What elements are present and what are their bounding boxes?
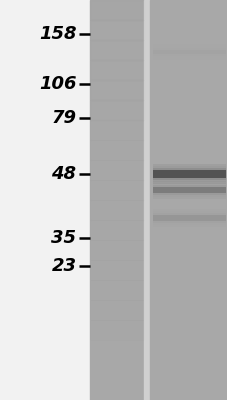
Bar [143,0,150,400]
Bar [90,120,143,140]
Bar [90,360,143,380]
Text: 23: 23 [51,257,76,275]
Bar [90,100,143,120]
Text: 79: 79 [51,109,76,127]
Bar [152,46,225,48]
Bar [152,182,225,184]
Text: 48: 48 [51,165,76,183]
Bar [152,170,225,178]
Text: 158: 158 [39,25,76,43]
Bar [152,215,225,221]
Bar [152,50,225,54]
Bar [90,240,143,260]
Bar [90,180,143,200]
Bar [152,44,225,46]
Bar [152,56,225,58]
Bar [152,58,225,60]
Bar [90,300,143,320]
Bar [90,40,143,60]
Bar [90,140,143,160]
Bar [152,185,225,187]
Bar [152,222,225,225]
Bar [152,181,225,183]
Bar [152,221,225,222]
Bar [90,220,143,240]
Bar [90,260,143,280]
Bar [152,168,225,170]
Bar [150,0,227,400]
Bar [152,225,225,226]
Bar [90,200,143,220]
Bar [90,80,143,100]
Bar [90,0,143,400]
Bar [90,280,143,300]
Bar [152,195,225,197]
Bar [0,0,90,400]
Text: 106: 106 [39,75,76,93]
Bar [152,214,225,215]
Bar [90,160,143,180]
Bar [90,340,143,360]
Bar [90,20,143,40]
Bar [152,211,225,214]
Bar [152,180,225,182]
Bar [152,166,225,168]
Bar [152,197,225,199]
Bar [152,210,225,211]
Bar [152,54,225,56]
Bar [90,320,143,340]
Bar [90,0,143,20]
Text: 35: 35 [51,229,76,247]
Bar [152,164,225,166]
Bar [152,178,225,180]
Bar [152,48,225,50]
Bar [152,187,225,193]
Bar [90,60,143,80]
Bar [152,193,225,195]
Bar [90,380,143,400]
Bar [152,183,225,185]
